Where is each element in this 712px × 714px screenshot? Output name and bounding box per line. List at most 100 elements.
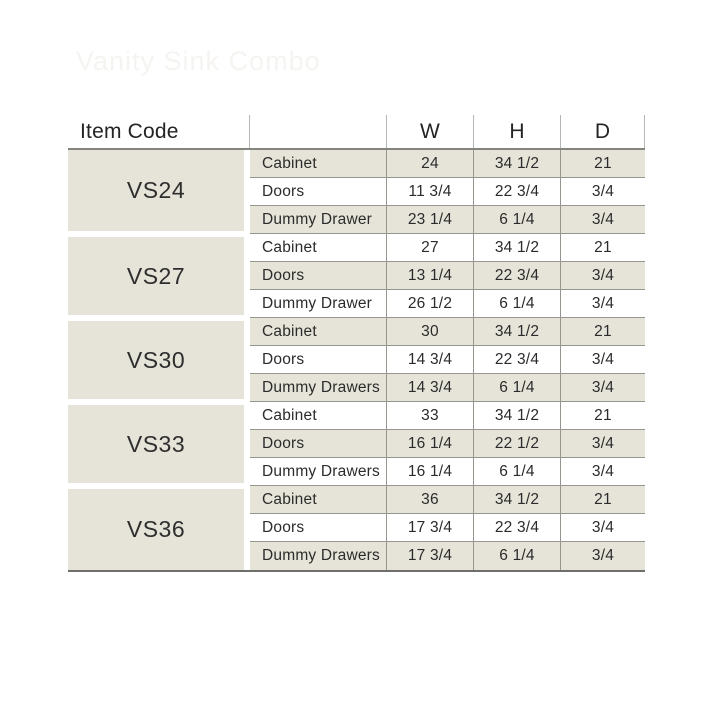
item-dimensions-table: Item Code W H D VS24 Cabinet 24 34 1/2 21 Doo… (68, 115, 645, 572)
table-body: VS24 Cabinet 24 34 1/2 21 Doors 11 3/4 22 3/4 3/… (68, 150, 645, 570)
spec-row-vs24-cabinet: Cabinet 24 34 1/2 21 (250, 150, 645, 178)
column-header-w: W (387, 115, 474, 148)
value-depth: 21 (594, 322, 612, 340)
value-width: 26 1/2 (387, 290, 474, 317)
value-depth: 3/4 (591, 350, 615, 368)
component-label: Dummy Drawers (250, 542, 387, 570)
component-label: Dummy Drawers (250, 458, 387, 485)
column-header-d: D (561, 115, 645, 148)
value-height: 22 3/4 (474, 346, 561, 373)
value-height: 22 3/4 (474, 514, 561, 541)
value-height: 34 1/2 (474, 234, 561, 261)
value-height: 6 1/4 (474, 374, 561, 401)
value-height: 6 1/4 (474, 458, 561, 485)
value-width: 13 1/4 (387, 262, 474, 289)
spec-row-vs24-doors: Doors 11 3/4 22 3/4 3/4 (250, 178, 645, 206)
item-group-vs30: VS30 Cabinet 30 34 1/2 21 Doors 14 3/4 22 3/4 3/… (68, 318, 645, 402)
value-width: 17 3/4 (387, 514, 474, 541)
item-group-vs24: VS24 Cabinet 24 34 1/2 21 Doors 11 3/4 22 3/4 3/… (68, 150, 645, 234)
item-code-cell-vs24: VS24 (68, 150, 244, 234)
spec-row-vs36-doors: Doors 17 3/4 22 3/4 3/4 (250, 514, 645, 542)
spec-row-vs33-doors: Doors 16 1/4 22 1/2 3/4 (250, 430, 645, 458)
value-width: 33 (387, 402, 474, 429)
value-height: 6 1/4 (474, 542, 561, 570)
item-group-vs33: VS33 Cabinet 33 34 1/2 21 Doors 16 1/4 22 1/2 3/… (68, 402, 645, 486)
spec-row-vs27-doors: Doors 13 1/4 22 3/4 3/4 (250, 262, 645, 290)
group-rows-vs36: Cabinet 36 34 1/2 21 Doors 17 3/4 22 3/4 3/4 Dum… (250, 486, 645, 570)
spec-row-vs27-dummy-drawer: Dummy Drawer 26 1/2 6 1/4 3/4 (250, 290, 645, 318)
value-depth: 3/4 (591, 518, 615, 536)
value-width: 30 (387, 318, 474, 345)
value-width: 16 1/4 (387, 430, 474, 457)
value-depth: 3/4 (591, 434, 615, 452)
value-width: 14 3/4 (387, 346, 474, 373)
spec-row-vs36-cabinet: Cabinet 36 34 1/2 21 (250, 486, 645, 514)
component-label: Doors (250, 178, 387, 205)
item-group-vs36: VS36 Cabinet 36 34 1/2 21 Doors 17 3/4 22 3/4 3/… (68, 486, 645, 570)
column-header-h: H (474, 115, 561, 148)
value-height: 6 1/4 (474, 206, 561, 233)
value-width: 23 1/4 (387, 206, 474, 233)
component-label: Cabinet (250, 318, 387, 345)
spec-row-vs24-dummy-drawer: Dummy Drawer 23 1/4 6 1/4 3/4 (250, 206, 645, 234)
component-label: Cabinet (250, 486, 387, 513)
item-code-cell-vs36: VS36 (68, 486, 244, 570)
column-header-item-code: Item Code (80, 119, 179, 143)
component-label: Cabinet (250, 402, 387, 429)
spec-row-vs33-dummy-drawers: Dummy Drawers 16 1/4 6 1/4 3/4 (250, 458, 645, 486)
item-code-cell-vs27: VS27 (68, 234, 244, 318)
value-depth: 21 (594, 406, 612, 424)
spec-row-vs30-cabinet: Cabinet 30 34 1/2 21 (250, 318, 645, 346)
value-depth: 3/4 (591, 266, 615, 284)
value-width: 11 3/4 (387, 178, 474, 205)
component-label: Cabinet (250, 150, 387, 177)
value-depth: 3/4 (591, 547, 615, 564)
value-depth: 3/4 (591, 462, 615, 480)
spec-row-vs33-cabinet: Cabinet 33 34 1/2 21 (250, 402, 645, 430)
value-depth: 21 (594, 238, 612, 256)
group-rows-vs27: Cabinet 27 34 1/2 21 Doors 13 1/4 22 3/4 3/4 Dum… (250, 234, 645, 318)
value-height: 34 1/2 (474, 318, 561, 345)
value-height: 34 1/2 (474, 486, 561, 513)
value-height: 22 1/2 (474, 430, 561, 457)
component-label: Cabinet (250, 234, 387, 261)
value-height: 34 1/2 (474, 150, 561, 177)
value-height: 22 3/4 (474, 262, 561, 289)
spec-row-vs27-cabinet: Cabinet 27 34 1/2 21 (250, 234, 645, 262)
faded-watermark-title: Vanity Sink Combo (76, 46, 321, 76)
component-label: Doors (250, 514, 387, 541)
value-depth: 3/4 (591, 378, 615, 396)
value-width: 27 (387, 234, 474, 261)
table-header-row: Item Code W H D (68, 115, 645, 150)
value-height: 34 1/2 (474, 402, 561, 429)
group-rows-vs24: Cabinet 24 34 1/2 21 Doors 11 3/4 22 3/4 3/4 Dum… (250, 150, 645, 234)
value-height: 22 3/4 (474, 178, 561, 205)
spec-row-vs30-doors: Doors 14 3/4 22 3/4 3/4 (250, 346, 645, 374)
value-height: 6 1/4 (474, 290, 561, 317)
group-rows-vs30: Cabinet 30 34 1/2 21 Doors 14 3/4 22 3/4 3/4 Dum… (250, 318, 645, 402)
spec-row-vs36-dummy-drawers: Dummy Drawers 17 3/4 6 1/4 3/4 (250, 542, 645, 570)
item-group-vs27: VS27 Cabinet 27 34 1/2 21 Doors 13 1/4 22 3/4 3/… (68, 234, 645, 318)
value-width: 17 3/4 (387, 542, 474, 570)
value-depth: 3/4 (591, 294, 615, 312)
value-depth: 21 (594, 490, 612, 508)
value-width: 14 3/4 (387, 374, 474, 401)
group-rows-vs33: Cabinet 33 34 1/2 21 Doors 16 1/4 22 1/2 3/4 Dum… (250, 402, 645, 486)
component-label: Doors (250, 430, 387, 457)
component-label: Dummy Drawers (250, 374, 387, 401)
component-label: Doors (250, 346, 387, 373)
item-code-cell-vs30: VS30 (68, 318, 244, 402)
value-width: 24 (387, 150, 474, 177)
component-label: Dummy Drawer (250, 206, 387, 233)
value-depth: 3/4 (591, 182, 615, 200)
value-depth: 3/4 (591, 210, 615, 228)
value-width: 16 1/4 (387, 458, 474, 485)
spec-row-vs30-dummy-drawers: Dummy Drawers 14 3/4 6 1/4 3/4 (250, 374, 645, 402)
value-depth: 21 (594, 154, 612, 172)
value-width: 36 (387, 486, 474, 513)
component-label: Doors (250, 262, 387, 289)
header-column-divider (244, 115, 250, 148)
column-header-component (250, 115, 387, 148)
component-label: Dummy Drawer (250, 290, 387, 317)
